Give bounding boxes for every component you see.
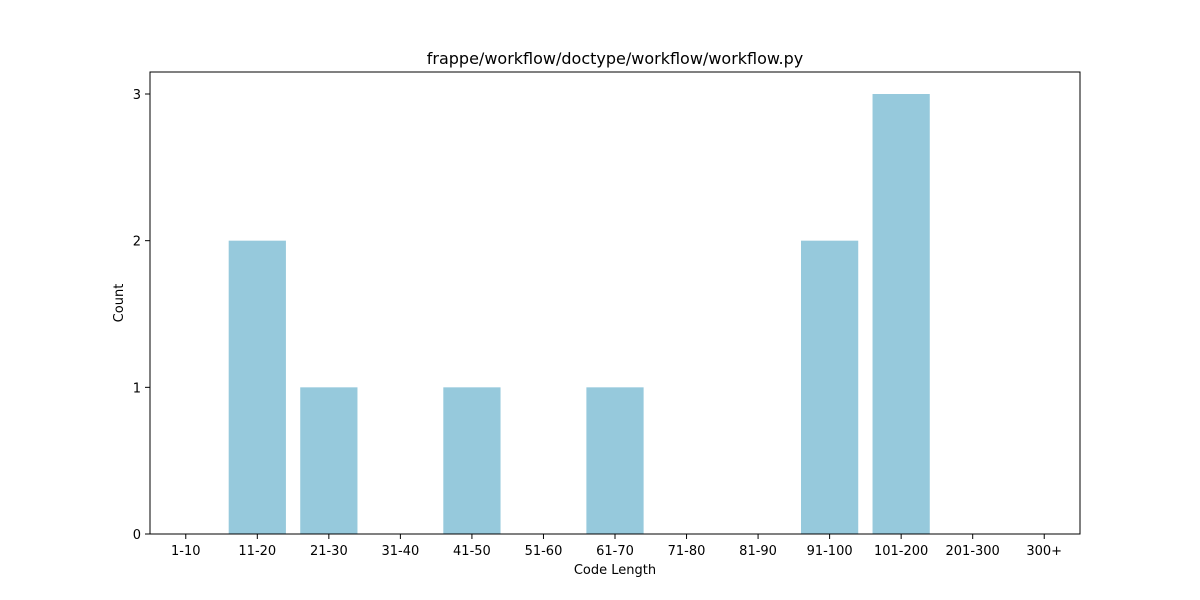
x-axis: 1-10 11-20 21-30 31-40 41-50 51-60 61-70 71-80 8…	[171, 534, 1062, 559]
x-tick-label: 300+	[1026, 544, 1062, 559]
y-tick-label: 0	[133, 528, 141, 543]
x-tick-label: 101-200	[874, 544, 928, 559]
x-tick-label: 31-40	[381, 544, 419, 559]
bar-91-100	[801, 240, 859, 534]
x-tick-label: 51-60	[525, 544, 563, 559]
bar-41-50	[443, 387, 501, 534]
y-tick-label: 1	[133, 381, 141, 396]
x-tick-label: 91-100	[807, 544, 853, 559]
bar-11-20	[228, 240, 286, 534]
bar-group	[228, 94, 930, 534]
bar-101-200	[872, 94, 930, 534]
x-tick-label: 1-10	[171, 544, 201, 559]
x-tick-label: 21-30	[310, 544, 348, 559]
y-tick-label: 3	[133, 88, 141, 103]
x-tick-label: 201-300	[946, 544, 1000, 559]
x-tick-label: 61-70	[596, 544, 634, 559]
x-tick-label: 41-50	[453, 544, 491, 559]
x-tick-label: 11-20	[238, 544, 276, 559]
x-tick-label: 81-90	[739, 544, 777, 559]
y-tick-label: 2	[133, 235, 141, 250]
bar-21-30	[300, 387, 358, 534]
chart-title: frappe/workflow/doctype/workflow/workflo…	[427, 49, 803, 68]
y-axis-label: Count	[112, 284, 127, 323]
y-axis: 0 1 2 3	[133, 88, 150, 543]
x-tick-label: 71-80	[668, 544, 706, 559]
x-axis-label: Code Length	[574, 563, 656, 578]
bar-61-70	[586, 387, 644, 534]
